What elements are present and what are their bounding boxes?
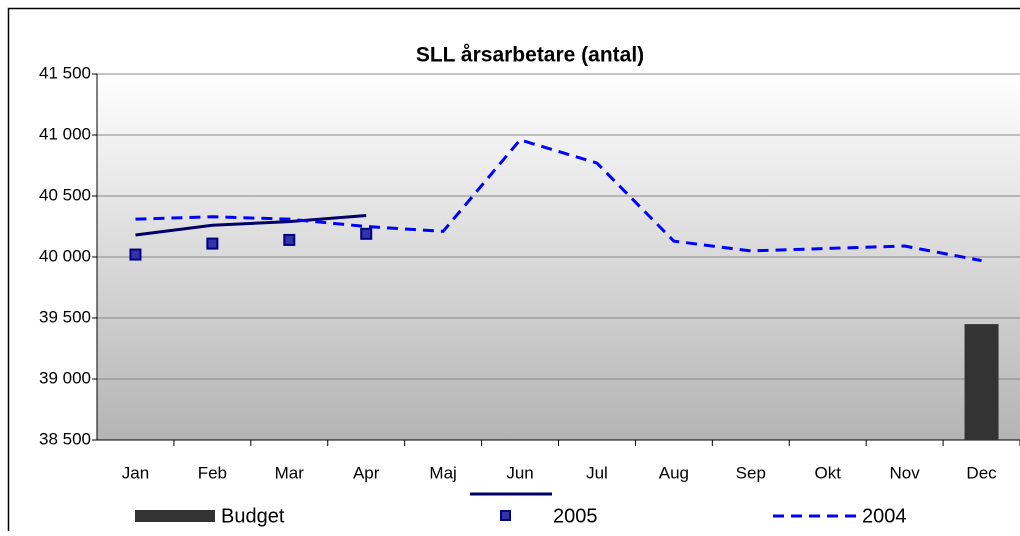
y-tick-label: 41 500: [39, 63, 91, 82]
legend-swatch: [501, 511, 510, 520]
x-tick-label: Mar: [275, 463, 305, 482]
x-tick-label: Feb: [198, 463, 227, 482]
legend-label: 2005: [553, 505, 598, 527]
y-tick-label: 40 000: [39, 246, 91, 265]
x-tick-label: Nov: [890, 463, 921, 482]
chart-title: SLL årsarbetare (antal): [416, 44, 644, 67]
x-tick-label: Dec: [966, 463, 997, 482]
marker: [361, 229, 371, 239]
x-tick-label: Sep: [736, 463, 766, 482]
legend-label: 2004: [862, 505, 907, 527]
x-tick-label: Okt: [814, 463, 841, 482]
y-tick-label: 40 500: [39, 185, 91, 204]
y-tick-label: 41 000: [39, 124, 91, 143]
y-tick-label: 38 500: [39, 429, 91, 448]
bar: [965, 324, 999, 440]
marker: [207, 239, 217, 249]
x-tick-label: Apr: [353, 463, 380, 482]
legend-swatch: [135, 510, 215, 522]
x-tick-label: Jul: [586, 463, 608, 482]
x-tick-label: Jun: [506, 463, 533, 482]
y-tick-label: 39 500: [39, 307, 91, 326]
legend-label: Budget: [221, 505, 285, 527]
x-tick-label: Jan: [122, 463, 149, 482]
y-tick-label: 39 000: [39, 368, 91, 387]
x-tick-label: Maj: [429, 463, 456, 482]
x-tick-label: Aug: [659, 463, 689, 482]
marker: [284, 235, 294, 245]
marker: [130, 250, 140, 260]
